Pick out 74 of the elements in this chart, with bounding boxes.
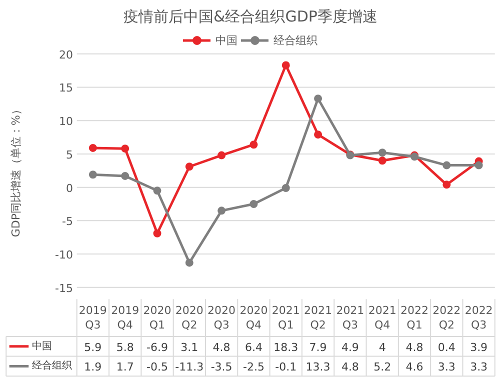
data-label: -0.5 [146,360,168,374]
point [185,162,194,171]
point [378,148,386,157]
x-tick-label: 2020 Q2 [175,304,204,332]
y-tick-label: -10 [55,248,73,262]
point [314,94,322,103]
point [185,258,194,267]
data-label: -3.5 [210,360,232,374]
point [250,140,258,149]
data-label: 1.7 [116,360,134,374]
point [121,144,130,153]
x-tick-label: 2021 Q3 [336,304,364,332]
data-label: 18.3 [274,340,298,354]
data-label: 4.8 [341,360,359,374]
y-tick-label: 0 [66,182,73,195]
data-label: 6.4 [244,340,262,354]
point [314,130,322,139]
x-tick-label: 2021 Q4 [368,304,396,332]
data-label: 0.4 [438,340,456,354]
x-tick-label: 2019 Q4 [111,304,140,332]
point [282,184,290,192]
x-tick-label: 2022 Q2 [432,304,461,332]
y-tick-label: 5 [66,148,73,162]
point [282,61,290,70]
point [218,151,226,160]
data-label: 1.9 [84,360,102,374]
data-label: 3.1 [180,340,198,354]
data-label: 3.3 [438,360,456,374]
data-label: -11.3 [175,360,204,374]
point [88,144,97,152]
x-tick-label: 2020 Q1 [143,304,172,332]
data-label: 5.2 [374,360,392,374]
data-label: 5.8 [116,340,134,354]
point [442,161,451,170]
x-tick-label: 2020 Q3 [208,304,236,332]
y-axis-title: GDP同比增速（单位：%） [9,104,22,238]
y-tick-label: 20 [58,48,73,62]
point [442,180,451,189]
point [153,186,162,195]
data-label: -6.9 [146,340,168,354]
data-label: 5.9 [84,340,102,354]
x-tick-label: 2021 Q2 [304,304,332,332]
x-tick-label: 2019 Q3 [78,304,107,332]
point [250,200,258,208]
chart-title: 疫情前后中国&经合组织GDP季度增速 [124,8,378,26]
data-label: 4.8 [212,340,230,354]
data-label: 4.6 [406,360,424,374]
data-label: 7.9 [309,340,327,354]
x-tick-label: 2021 Q1 [272,304,300,332]
y-tick-label: -5 [62,215,73,228]
data-label: 4.8 [406,340,424,354]
point [153,229,162,238]
y-tick-label: 15 [58,82,73,95]
point [378,156,386,165]
legend-label: 经合组织 [274,32,318,48]
point [474,161,483,170]
point [88,170,97,179]
text: 中国 [32,340,52,352]
x-tick-label: 2020 Q4 [240,304,268,332]
data-label: 13.3 [306,360,330,374]
data-label: 4.9 [341,340,359,354]
point [121,172,130,180]
data-label: 3.9 [470,340,488,354]
data-label: -2.5 [242,360,264,374]
text: 经合组织 [32,360,72,372]
data-label: 4 [378,340,386,354]
point [218,206,226,215]
data-label: 3.3 [470,360,488,374]
data-label: -0.1 [275,360,297,374]
y-tick-label: -15 [55,282,73,295]
y-tick-label: 10 [58,115,73,128]
legend-label: 中国 [216,32,238,48]
x-tick-label: 2022 Q1 [400,304,429,332]
x-tick-label: 2022 Q3 [464,304,493,332]
